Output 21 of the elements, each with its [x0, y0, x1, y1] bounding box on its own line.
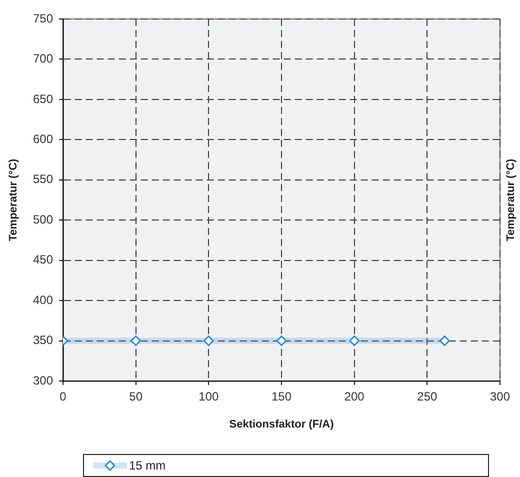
x-tick-label: 250: [417, 390, 438, 404]
x-tick-label: 300: [490, 390, 510, 404]
y-tick-label: 450: [32, 252, 54, 267]
y-tick-label: 600: [32, 132, 54, 146]
x-axis-title: Sektionsfaktor (F/A): [229, 418, 334, 430]
y-tick-label: 550: [32, 172, 54, 186]
y-tick-label: 350: [32, 333, 54, 348]
y-tick-label: 650: [32, 92, 54, 106]
y-tick-label: 400: [32, 292, 54, 307]
x-tick-label: 0: [60, 390, 67, 404]
y-tick-label: 300: [32, 373, 54, 388]
x-tick-label: 50: [129, 390, 143, 404]
x-tick-label: 100: [198, 390, 219, 404]
y-tick-label: 750: [32, 11, 54, 26]
y2-axis-title: Temperatur (°C): [505, 158, 518, 242]
x-tick-label: 200: [344, 390, 365, 404]
y-tick-label: 500: [32, 212, 54, 226]
y-tick-label: 700: [32, 52, 54, 66]
legend-label: 15 mm: [129, 458, 166, 472]
x-tick-label: 150: [271, 390, 292, 404]
y-axis-title: Temperatur (°C): [8, 158, 20, 242]
